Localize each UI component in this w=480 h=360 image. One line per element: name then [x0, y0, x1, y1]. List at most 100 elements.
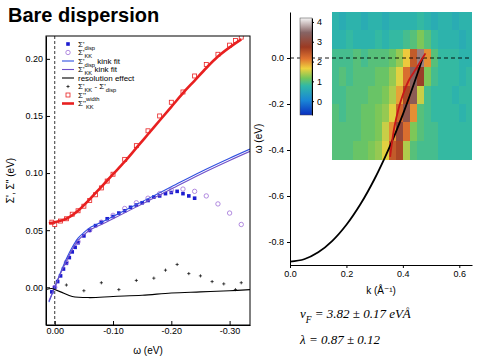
- heatmap-cell: [431, 12, 439, 31]
- tick-mark: [46, 287, 50, 288]
- heatmap-cell: [332, 104, 340, 123]
- data-point: [192, 189, 196, 193]
- heatmap-cell: [466, 30, 472, 49]
- heatmap-cell: [459, 104, 467, 123]
- text-part: ω (eV): [133, 345, 162, 356]
- heatmap-cell: [459, 86, 467, 105]
- heatmap-cell: [438, 67, 446, 86]
- text-part: disp: [84, 45, 95, 51]
- heatmap-cell: [431, 141, 439, 160]
- heatmap-cell: [431, 104, 439, 123]
- tick: 0.0: [271, 53, 290, 63]
- reference-line: [54, 36, 55, 325]
- slide-canvas: Bare dispersionω (eV)Σ', Σ'' (eV)Σ'dispΣ…: [0, 0, 480, 360]
- heatmap-cell: [389, 30, 397, 49]
- heatmap-cell: [368, 104, 376, 123]
- heatmap-cell: [353, 86, 361, 105]
- data-point: [216, 202, 220, 206]
- heatmap-cell: [396, 141, 404, 160]
- tick-mark: [312, 62, 314, 63]
- heatmap-cell: [332, 86, 340, 105]
- legend-swatch: [62, 77, 74, 78]
- tick: -0.6: [268, 191, 290, 201]
- heatmap-cell: [452, 67, 460, 86]
- legend-item: Σ''KK: [62, 99, 94, 110]
- heatmap-cell: [353, 141, 361, 160]
- tick-mark: [230, 321, 231, 325]
- heatmap-cell: [445, 67, 453, 86]
- x-axis-title: ω (eV): [133, 345, 162, 356]
- text-part: -: [92, 82, 99, 91]
- tick-label: 0.00: [46, 326, 64, 336]
- tick-mark: [171, 321, 172, 325]
- x-axis: 0.00-0.10-0.20-0.30: [46, 321, 250, 336]
- plot-area: [46, 36, 250, 325]
- axis-line: [312, 19, 313, 116]
- tick-label: -0.4: [268, 145, 284, 155]
- heatmap-cell: [368, 141, 376, 160]
- tick-mark: [46, 173, 50, 174]
- data-point: [152, 277, 155, 280]
- tick: 0.0: [284, 265, 297, 279]
- heatmap-cell: [396, 122, 404, 141]
- heatmap-cell: [332, 122, 340, 141]
- tick-label: 0.10: [25, 168, 43, 178]
- tick: -0.2: [268, 99, 290, 109]
- heatmap-cell: [466, 104, 472, 123]
- heatmap-cell: [459, 122, 467, 141]
- heatmap-cell: [424, 104, 432, 123]
- heatmap-cell: [424, 86, 432, 105]
- text-part: = 3.82 ± 0.17 eVÅ: [312, 306, 411, 321]
- tick: -0.20: [162, 321, 183, 336]
- heatmap-cell: [361, 67, 369, 86]
- heatmap-cell: [431, 86, 439, 105]
- heatmap-cell: [375, 86, 383, 105]
- heatmap-cell: [417, 122, 425, 141]
- data-point: [187, 272, 190, 275]
- tick-mark: [312, 81, 314, 82]
- axis-line: [46, 37, 47, 326]
- data-point: [135, 279, 138, 282]
- tick-label: 0.0: [284, 269, 297, 279]
- heatmap-cell: [417, 104, 425, 123]
- heatmap-cell: [466, 141, 472, 160]
- legend: Σ'dispΣ'KKΣ'disp kink fitΣ'KK kink fitre…: [62, 40, 135, 111]
- tick: 0.00: [25, 283, 50, 293]
- tick: 0.15: [25, 111, 50, 121]
- data-point: [117, 288, 120, 291]
- tick: -0.8: [268, 237, 290, 247]
- tick-label: 1: [317, 77, 322, 87]
- tick: -0.4: [268, 145, 290, 155]
- heatmap-cell: [466, 122, 472, 141]
- data-point: [234, 288, 237, 291]
- heatmap-cell: [403, 122, 411, 141]
- legend-label: resolution effect: [78, 74, 135, 83]
- tick: 2: [312, 57, 322, 67]
- plot-area: [290, 12, 472, 262]
- heatmap-cell: [339, 141, 347, 160]
- tick-label: 0.20: [25, 54, 43, 64]
- tick-mark: [46, 230, 50, 231]
- legend-label: Σ''KK: [78, 99, 94, 110]
- heatmap-cell: [368, 67, 376, 86]
- heatmap-cell: [375, 141, 383, 160]
- heatmap-cell: [410, 104, 418, 123]
- heatmap-cell: [368, 86, 376, 105]
- heatmap-cell: [438, 30, 446, 49]
- heatmap-cell: [410, 122, 418, 141]
- heatmap-cell: [375, 12, 383, 31]
- heatmap-cell: [438, 141, 446, 160]
- tick: 1: [312, 77, 322, 87]
- heatmap-cell: [339, 12, 347, 31]
- x-axis: 0.00.20.40.6: [284, 265, 472, 279]
- tick-mark: [459, 265, 460, 268]
- tick: 0.20: [25, 54, 50, 64]
- tick-mark: [287, 196, 290, 197]
- legend-swatch: [66, 42, 70, 46]
- tick-mark: [287, 58, 290, 59]
- heatmap-cell: [346, 122, 354, 141]
- data-point: [164, 269, 167, 272]
- heatmap-cell: [346, 30, 354, 49]
- heatmap-cell: [445, 141, 453, 160]
- heatmap-cell: [445, 12, 453, 31]
